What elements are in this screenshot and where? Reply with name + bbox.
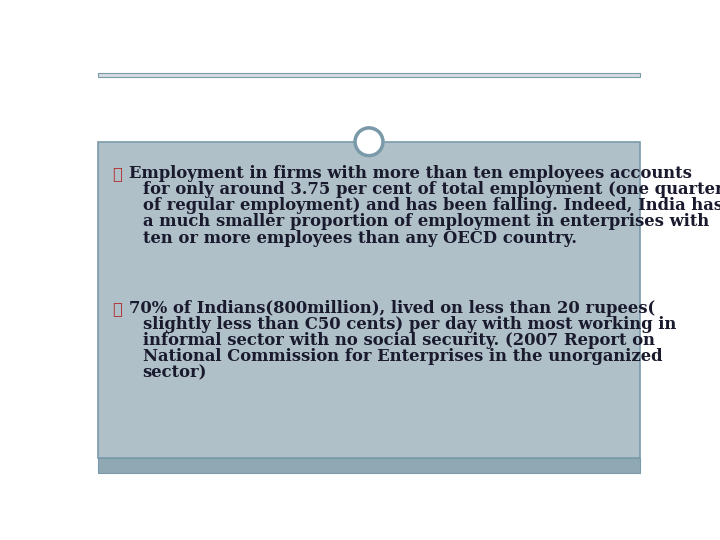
Text: of regular employment) and has been falling. Indeed, India has: of regular employment) and has been fall…	[143, 197, 720, 214]
Text: 70% of Indians(800million), lived on less than 20 rupees(: 70% of Indians(800million), lived on les…	[129, 300, 655, 316]
Circle shape	[354, 126, 384, 157]
Text: ❖: ❖	[112, 300, 122, 316]
Text: informal sector with no social security. (2007 Report on: informal sector with no social security.…	[143, 332, 654, 349]
Text: sector): sector)	[143, 364, 207, 381]
Text: National Commission for Enterprises in the unorganized: National Commission for Enterprises in t…	[143, 348, 662, 365]
Text: for only around 3.75 per cent of total employment (one quarter: for only around 3.75 per cent of total e…	[143, 181, 720, 198]
Circle shape	[355, 128, 383, 156]
Text: ❖: ❖	[112, 165, 122, 182]
Text: slightly less than C50 cents) per day with most working in: slightly less than C50 cents) per day wi…	[143, 316, 676, 333]
FancyBboxPatch shape	[98, 72, 640, 77]
FancyBboxPatch shape	[98, 457, 640, 473]
Text: a much smaller proportion of employment in enterprises with: a much smaller proportion of employment …	[143, 213, 709, 231]
Text: Employment in firms with more than ten employees accounts: Employment in firms with more than ten e…	[129, 165, 692, 182]
Text: ten or more employees than any OECD country.: ten or more employees than any OECD coun…	[143, 230, 577, 247]
FancyBboxPatch shape	[98, 142, 640, 457]
